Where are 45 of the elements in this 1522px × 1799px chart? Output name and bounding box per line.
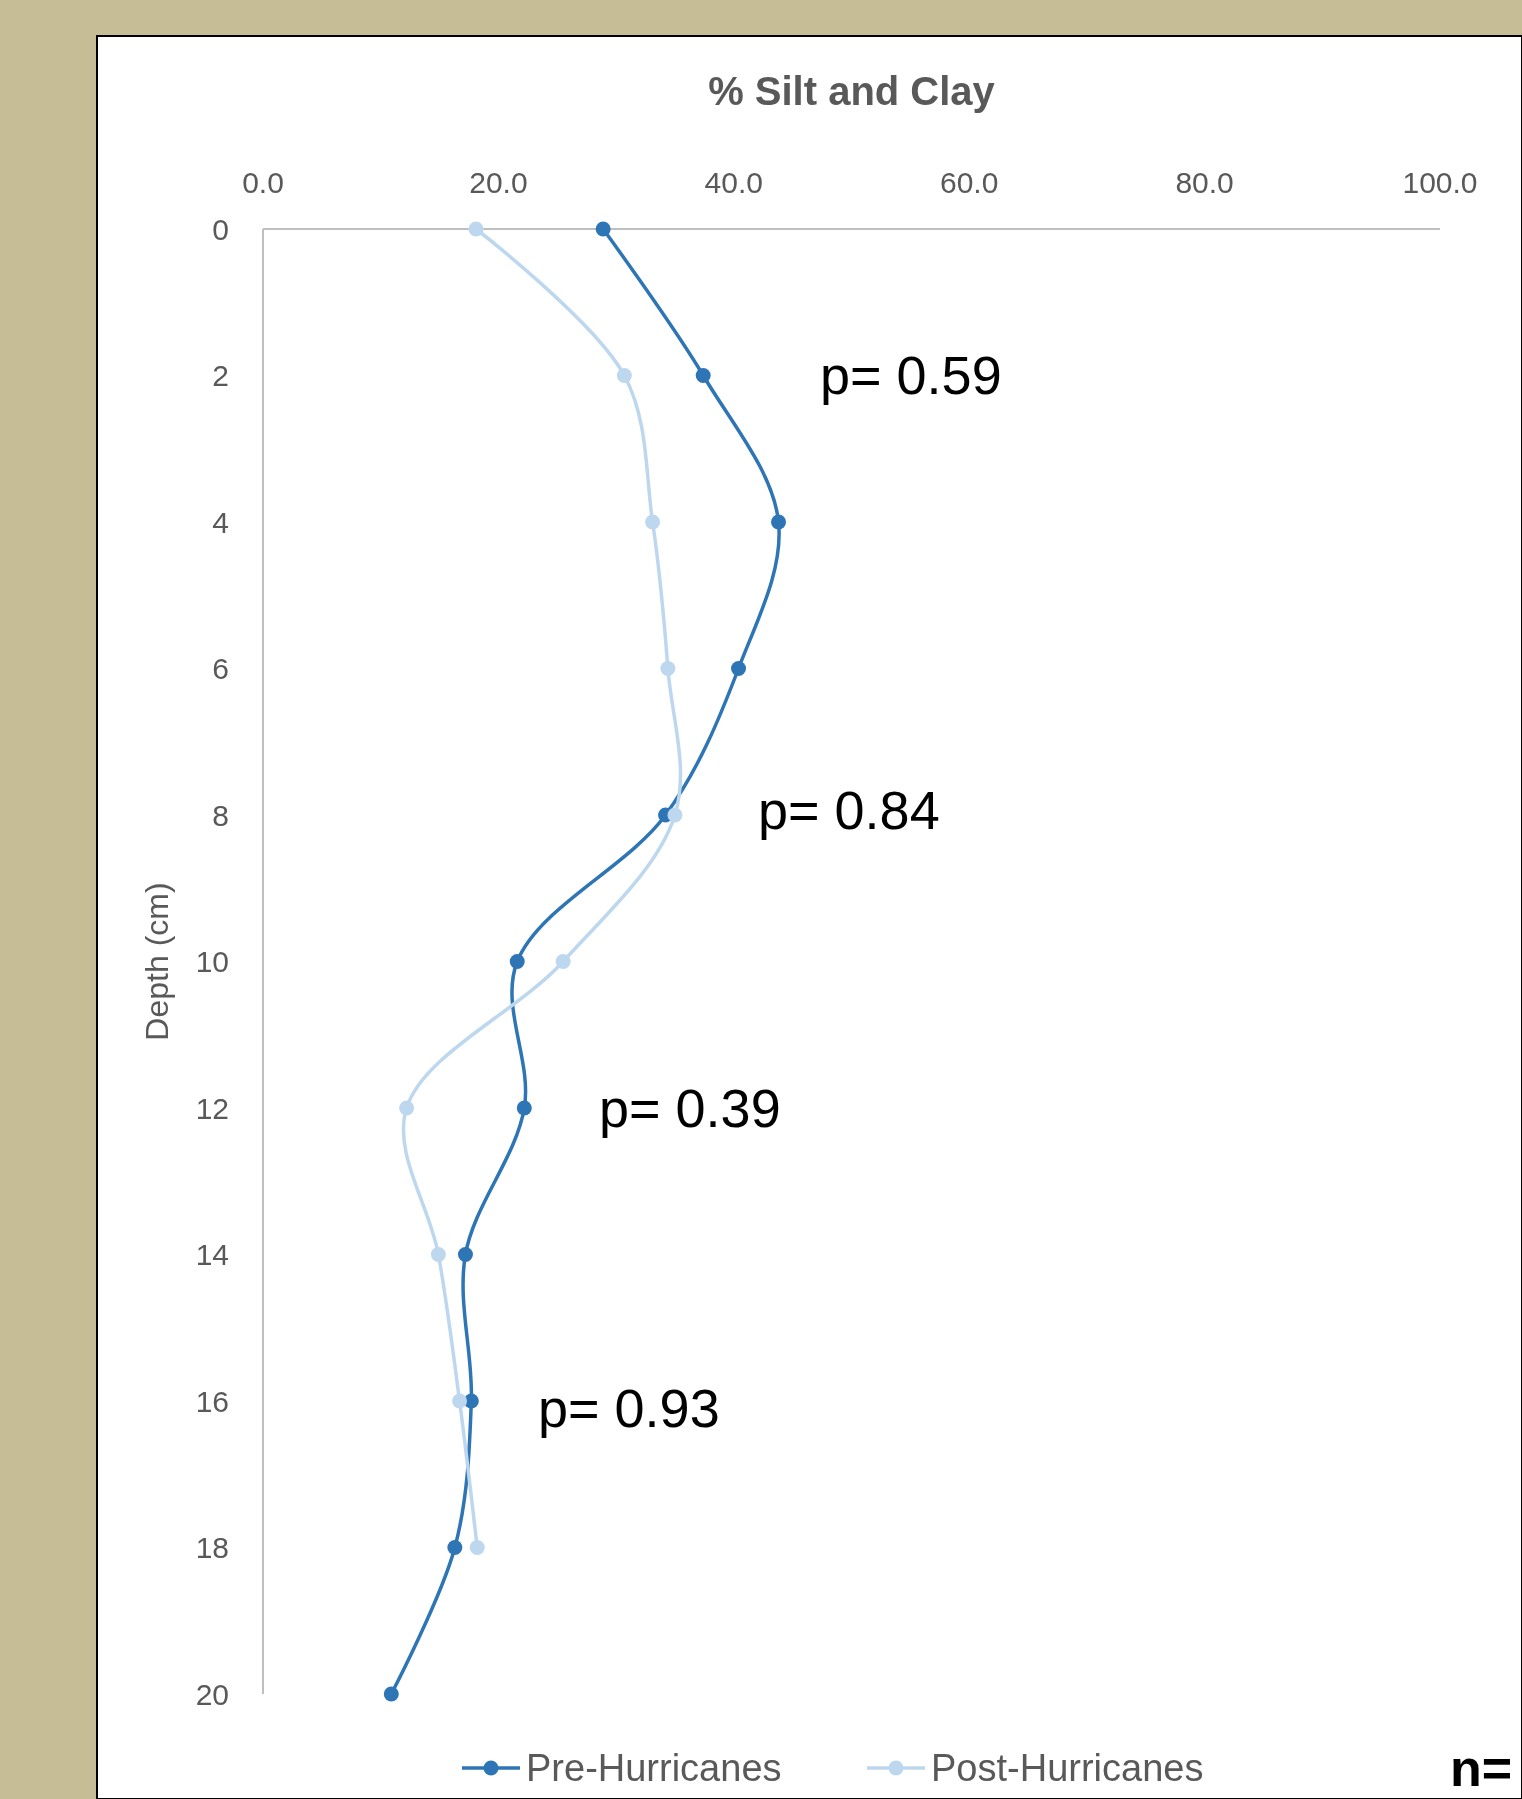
y-tick-label: 20 [195,1677,229,1711]
point [516,1100,532,1116]
x-tick-label: 0.0 [242,166,284,199]
y-tick-label: 18 [195,1531,229,1564]
point [660,661,676,676]
y-tick-label: 6 [212,652,229,685]
legend-label: Pre-Hurricanes [526,1747,782,1790]
point [695,368,711,383]
point [595,221,611,237]
point [645,514,661,530]
point [667,807,683,823]
point [399,1100,415,1116]
x-tick-label: 100.0 [1402,166,1478,199]
point [771,514,787,530]
annotation: p= 0.93 [538,1377,720,1438]
point [457,1247,473,1262]
x-tick-label: 20.0 [469,166,528,199]
chart-title: % Silt and Clay [708,69,996,113]
y-tick-label: 8 [212,798,229,832]
point [616,368,632,383]
point [447,1540,463,1555]
y-tick-label: 4 [212,505,229,539]
point [509,954,525,969]
point [731,661,747,676]
annotation: p= 0.39 [599,1077,781,1138]
y-axis-title: Depth (cm) [139,882,175,1041]
point [555,954,571,969]
x-tick-label: 80.0 [1175,166,1234,199]
y-tick-label: 14 [195,1238,229,1271]
y-tick-label: 2 [212,359,229,392]
point [383,1686,399,1702]
point [430,1247,446,1262]
annotation: p= 0.59 [820,344,1002,405]
y-tick-label: 0 [212,212,229,246]
legend-label: Post-Hurricanes [931,1747,1204,1790]
point [452,1393,468,1409]
x-tick-label: 40.0 [704,166,763,199]
point [468,221,484,237]
y-tick-label: 10 [195,945,229,978]
text: n= [1450,1739,1513,1798]
x-tick-label: 60.0 [940,166,999,199]
y-tick-label: 12 [195,1091,229,1125]
annotation: p= 0.84 [758,779,940,840]
y-tick-label: 16 [195,1384,229,1418]
point [469,1540,485,1555]
